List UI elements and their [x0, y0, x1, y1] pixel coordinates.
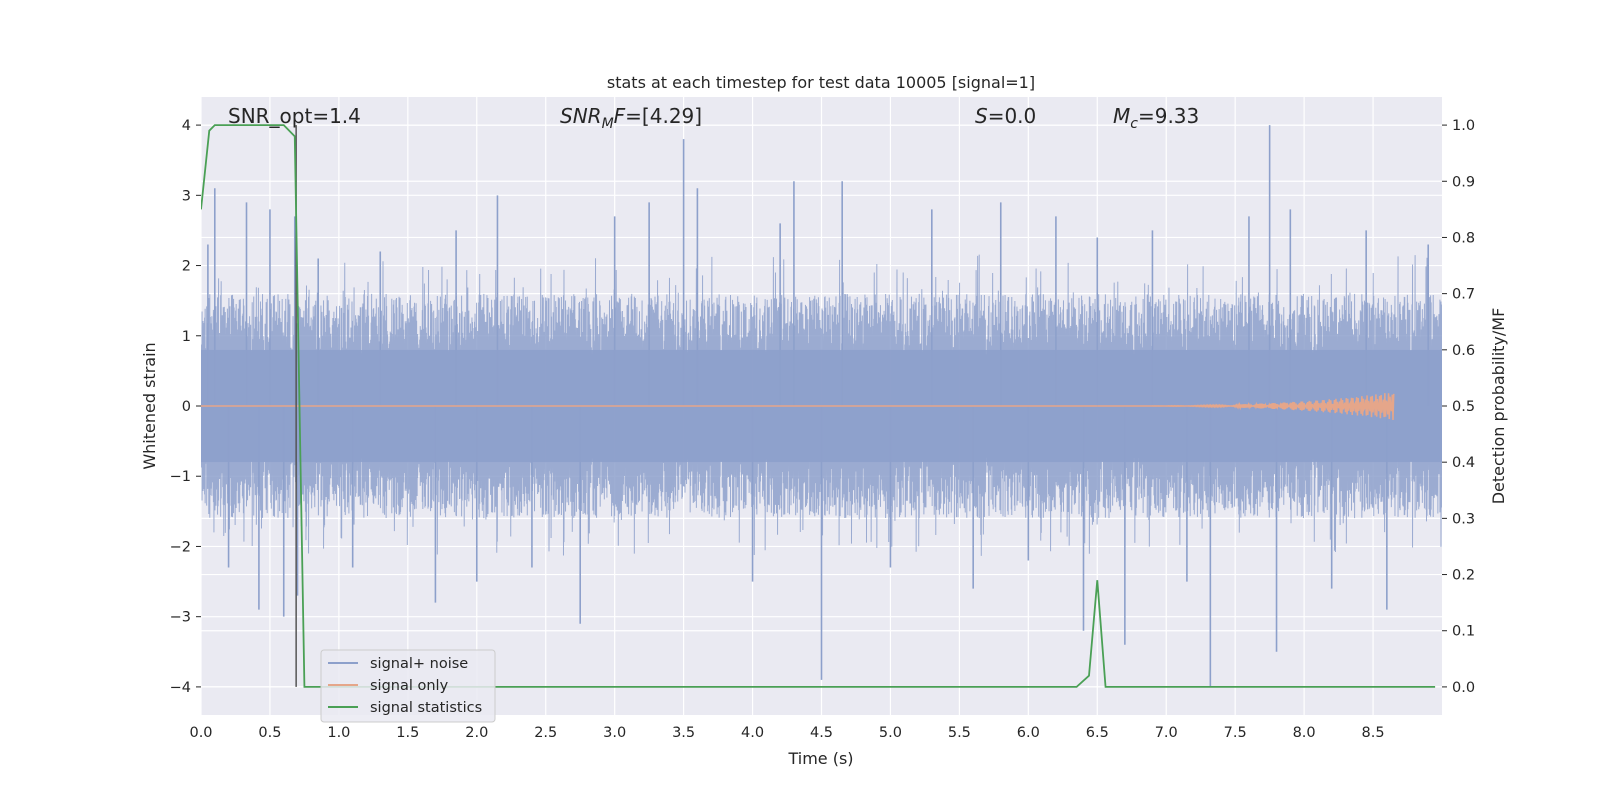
y-right-tick-label-2: 0.2 [1452, 568, 1475, 584]
y-left-tick-label-2: −2 [170, 539, 191, 555]
signal-only-chirp [1097, 393, 1395, 420]
annotation-snr-opt: SNR_opt=1.4 [228, 104, 361, 128]
x-tick-label-15: 7.5 [1224, 725, 1247, 741]
legend-label-signal-only: signal only [370, 678, 449, 694]
y-left-tick-label-3: −1 [170, 469, 191, 485]
annotation-snr-mf-rest: F [614, 104, 626, 128]
x-tick-label-4: 2.0 [465, 725, 488, 741]
y-right-tick-label-3: 0.3 [1452, 511, 1475, 527]
y-right-tick-label-1: 0.1 [1452, 624, 1475, 640]
y-left-tick-label-1: −3 [170, 610, 191, 626]
y-left-tick-label-0: −4 [170, 680, 191, 696]
x-tick-label-0: 0.0 [189, 725, 212, 741]
x-tick-label-2: 1.0 [327, 725, 350, 741]
y-left-tick-label-4: 0 [182, 399, 191, 415]
annotation-s-value: =0.0 [988, 104, 1037, 128]
x-tick-label-16: 8.0 [1293, 725, 1316, 741]
annotation-mc-sub: c [1130, 116, 1138, 132]
annotation-s-symbol: S [975, 104, 988, 128]
y-right-tick-label-8: 0.8 [1452, 230, 1475, 246]
x-tick-label-1: 0.5 [258, 725, 281, 741]
y-axis-label-left: Whitened strain [140, 342, 159, 469]
x-tick-label-7: 3.5 [672, 725, 695, 741]
x-tick-label-9: 4.5 [810, 725, 833, 741]
x-tick-label-3: 1.5 [396, 725, 419, 741]
annotation-mc: Mc=9.33 [1113, 104, 1199, 132]
legend-label-signal-noise: signal+ noise [370, 656, 468, 672]
y-right-tick-label-4: 0.4 [1452, 455, 1475, 471]
legend-box [320, 649, 496, 723]
x-tick-label-13: 6.5 [1086, 725, 1109, 741]
y-right-tick-label-6: 0.6 [1452, 343, 1475, 359]
y-axis-label-right: Detection probability/MF [1489, 308, 1508, 505]
y-right-tick-label-0: 0.0 [1452, 680, 1475, 696]
legend-label-signal-statistics: signal statistics [370, 700, 482, 716]
legend: signal+ noise signal only signal statist… [320, 649, 496, 723]
y-right-tick-label-7: 0.7 [1452, 287, 1475, 303]
y-left-tick-label-7: 3 [182, 188, 191, 204]
x-tick-label-6: 3.0 [603, 725, 626, 741]
series-signal-statistics [201, 124, 1436, 688]
signal-statistics-line [201, 124, 1436, 688]
y-right-tick-label-10: 1.0 [1452, 118, 1475, 134]
series-signal-only [201, 393, 1395, 420]
x-tick-label-11: 5.5 [948, 725, 971, 741]
y-right-tick-label-9: 0.9 [1452, 174, 1475, 190]
ticks: 0.0 0.5 1.0 1.5 2.0 2.5 3.0 3.5 4.0 4.5 5.0 5.5 6.0 6… [170, 118, 1475, 741]
x-tick-label-17: 8.5 [1362, 725, 1385, 741]
annotation-snr-mf-sub: M [602, 116, 614, 132]
y-left-tick-label-6: 2 [182, 259, 191, 275]
x-axis-label: Time (s) [787, 749, 853, 768]
y-right-tick-label-5: 0.5 [1452, 399, 1475, 415]
annotation-mc-value: =9.33 [1138, 104, 1199, 128]
annotation-snr-mf-main: SNR [560, 104, 602, 128]
x-tick-label-10: 5.0 [879, 725, 902, 741]
x-tick-label-8: 4.0 [741, 725, 764, 741]
x-tick-label-5: 2.5 [534, 725, 557, 741]
annotation-snr-mf: SNRMF=[4.29] [560, 104, 702, 132]
y-left-tick-label-5: 1 [182, 329, 191, 345]
annotation-s: S=0.0 [975, 104, 1036, 128]
x-tick-label-12: 6.0 [1017, 725, 1040, 741]
x-tick-label-14: 7.0 [1155, 725, 1178, 741]
annotation-snr-mf-value: =[4.29] [625, 104, 702, 128]
y-left-tick-label-8: 4 [182, 118, 191, 134]
chart-title: stats at each timestep for test data 100… [607, 73, 1035, 92]
series-layer [201, 124, 1442, 688]
annotation-mc-symbol: M [1113, 104, 1130, 128]
